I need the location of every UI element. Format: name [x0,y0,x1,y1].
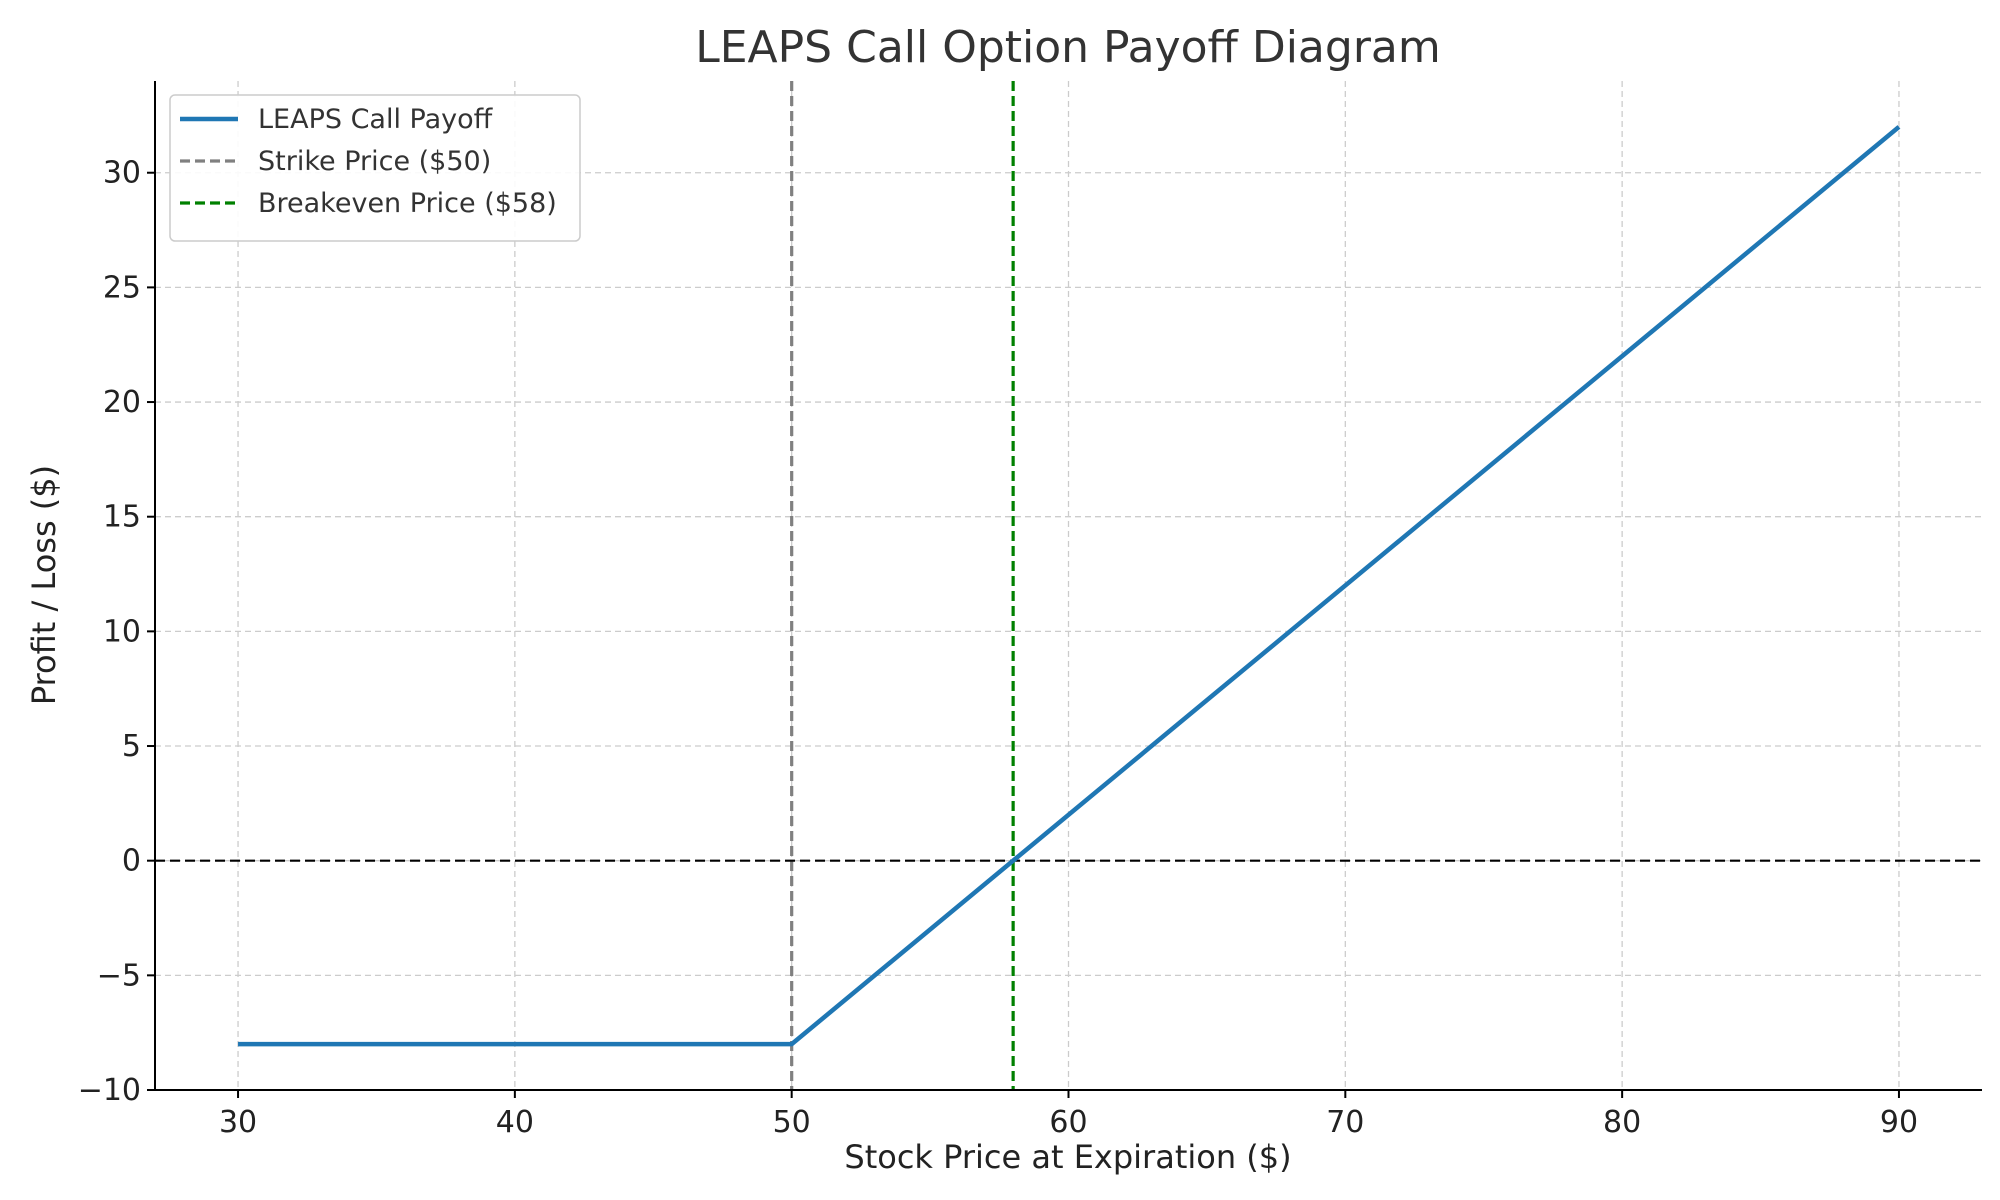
chart-title: LEAPS Call Option Payoff Diagram [695,22,1441,73]
x-tick-2: 50 [773,1090,811,1140]
y-tick-label-4: 10 [103,614,141,649]
y-tick-8: 30 [103,156,155,191]
y-tick-7: 25 [103,270,155,305]
y-tick-4: 10 [103,614,155,649]
series-line-0 [238,125,1901,1047]
y-tick-label-1: −5 [97,958,141,993]
legend-entry-0: LEAPS Call Payoff [180,104,494,135]
legend-label-1: Strike Price ($50) [258,146,491,177]
legend: LEAPS Call Payoff Strike Price ($50) Break… [169,94,581,242]
y-tick-5: 15 [103,500,155,535]
legend-label-0: LEAPS Call Payoff [258,104,494,135]
x-tick-1: 40 [496,1090,534,1140]
x-tick-label-2: 50 [773,1105,811,1140]
y-tick-label-6: 20 [103,385,141,420]
x-tick-label-4: 70 [1326,1105,1364,1140]
y-tick-label-8: 30 [103,156,141,191]
y-tick-label-0: −10 [78,1073,141,1108]
y-tick-1: −5 [97,958,155,993]
reference-lines [155,81,1982,1090]
y-tick-6: 20 [103,385,155,420]
x-tick-label-5: 80 [1603,1105,1641,1140]
series-lines [238,125,1901,1047]
y-tick-label-7: 25 [103,270,141,305]
y-tick-label-3: 5 [122,729,141,764]
y-axis-label: Profit / Loss ($) [25,465,63,705]
x-tick-label-3: 60 [1049,1105,1087,1140]
x-tick-5: 80 [1603,1090,1641,1140]
y-tick-2: 0 [122,844,155,879]
x-tick-6: 90 [1880,1090,1918,1140]
legend-entry-1: Strike Price ($50) [180,146,491,177]
legend-entry-2: Breakeven Price ($58) [180,188,557,219]
x-tick-label-6: 90 [1880,1105,1918,1140]
y-tick-label-2: 0 [122,844,141,879]
legend-label-2: Breakeven Price ($58) [258,188,557,219]
y-tick-label-5: 15 [103,500,141,535]
legend-box [169,94,581,242]
x-axis-label: Stock Price at Expiration ($) [844,1138,1291,1176]
y-axis-ticks: −10 −5 0 5 10 15 20 25 30 [78,156,155,1108]
x-tick-label-0: 30 [219,1105,257,1140]
y-tick-0: −10 [78,1073,155,1108]
x-axis-ticks: 30 40 50 60 70 80 90 [219,1090,1918,1140]
x-tick-label-1: 40 [496,1105,534,1140]
x-tick-0: 30 [219,1090,257,1140]
y-tick-3: 5 [122,729,155,764]
x-tick-3: 60 [1049,1090,1088,1140]
x-tick-4: 70 [1326,1090,1364,1140]
